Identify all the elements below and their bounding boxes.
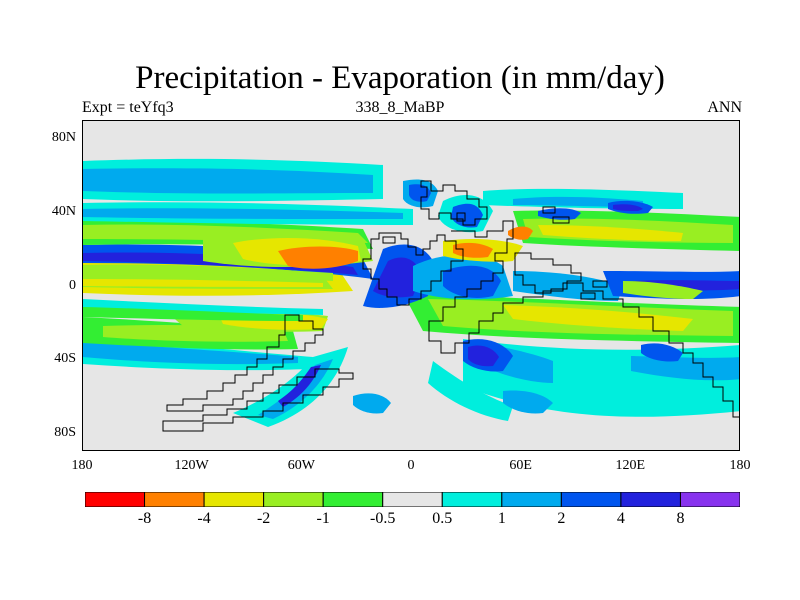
colorbar-label: 0.5 [432, 510, 453, 527]
lat-tick-label: 0 [69, 277, 76, 293]
experiment-label: Expt = teYfq3 [82, 99, 174, 116]
lat-tick-label: 40N [51, 203, 76, 219]
colorbar-label: -2 [256, 510, 271, 527]
colorbar-swatch [322, 492, 384, 507]
contour-band [503, 390, 553, 414]
lon-tick-label: 180 [71, 458, 93, 473]
period-label: 338_8_MaBP [355, 99, 445, 116]
colorbar-swatch [203, 492, 265, 507]
colorbar-label: 1 [497, 510, 506, 527]
colorbar-swatch [441, 492, 503, 507]
lon-tick-label: 0 [407, 458, 415, 473]
contour-band [373, 257, 421, 298]
colorbar-swatch [560, 492, 622, 507]
contour-band [278, 365, 321, 407]
contour-band [503, 305, 693, 331]
lon-tick-label: 60W [287, 458, 315, 473]
colorbar-label: -4 [197, 510, 211, 527]
lon-tick-label: 60E [509, 458, 532, 473]
contour-band [631, 356, 739, 381]
contour-band [428, 361, 513, 421]
contour-band [83, 279, 323, 287]
contour-band [641, 343, 683, 362]
colorbar-swatch [679, 492, 740, 507]
contour-band [538, 208, 581, 220]
contour-band [623, 281, 703, 299]
contour-band [83, 264, 333, 281]
colorbar-swatch [85, 492, 146, 507]
contour-band [83, 168, 373, 194]
lat-tick-label: 80S [54, 424, 76, 440]
colorbar-swatch [144, 492, 205, 507]
contour-band [508, 226, 533, 240]
contour-band [83, 341, 298, 365]
lon-tick-label: 120E [615, 458, 646, 473]
colorbar-label: 8 [676, 510, 685, 527]
contour-band [353, 393, 391, 414]
colorbar-label: 2 [557, 510, 566, 527]
colorbar-swatch [263, 492, 324, 507]
map-title: Precipitation - Evaporation (in mm/day) [135, 60, 665, 96]
lon-tick-label: 120W [174, 458, 209, 473]
contour-band [83, 307, 303, 321]
contour-band [538, 225, 683, 241]
season-label: ANN [707, 99, 742, 116]
contour-band [468, 345, 499, 367]
contour-band [278, 246, 358, 269]
precipitation-evaporation-field [83, 158, 739, 432]
colorbar-swatches [85, 492, 740, 507]
colorbar-swatch [382, 492, 443, 507]
contour-band [83, 252, 358, 275]
colorbar-label: -0.5 [370, 510, 396, 527]
contour-band [613, 204, 643, 211]
lon-tick-label: 180 [729, 458, 751, 473]
colorbar-swatch [501, 492, 562, 507]
lat-tick-label: 40S [54, 351, 76, 367]
contour-band [443, 265, 501, 298]
colorbar [85, 492, 740, 507]
lat-tick-label: 80N [51, 130, 76, 146]
colorbar-label: -8 [137, 510, 152, 527]
colorbar-label: -1 [316, 510, 330, 527]
contour-band [83, 208, 403, 219]
map-panel [82, 120, 740, 451]
colorbar-label: 4 [616, 510, 625, 527]
coastlines [162, 180, 739, 432]
colorbar-swatch [620, 492, 681, 507]
